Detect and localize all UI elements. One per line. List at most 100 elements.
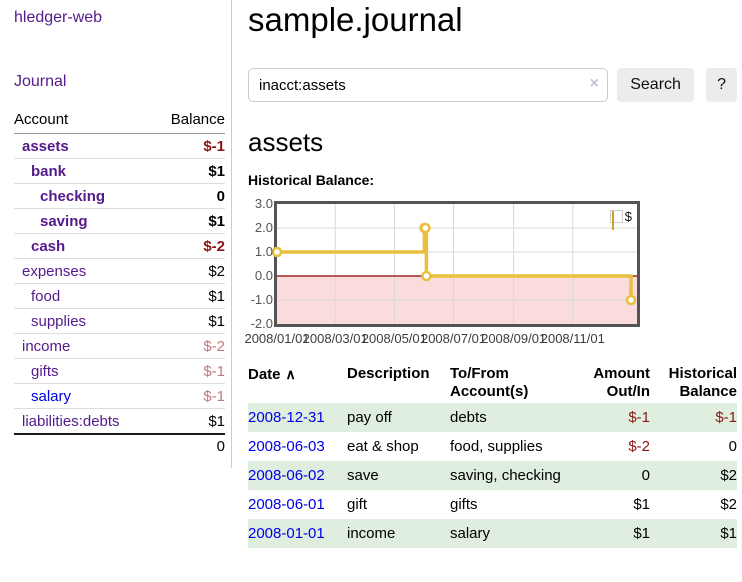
- search-button[interactable]: Search: [616, 68, 695, 102]
- account-link-expenses[interactable]: expenses: [22, 263, 87, 280]
- chart-plot-area[interactable]: $: [271, 201, 640, 327]
- transaction-description: gift: [347, 496, 368, 513]
- x-axis-tick-label: 2008/09/01: [481, 331, 547, 346]
- y-axis-tick-label: -1.0: [250, 292, 273, 307]
- transaction-date-link[interactable]: 2008-06-01: [248, 496, 325, 513]
- sidebar: hledger-web Journal Account Balance asse…: [0, 0, 232, 468]
- account-link-supplies[interactable]: supplies: [31, 313, 87, 330]
- transaction-date-link[interactable]: 2008-06-03: [248, 438, 325, 455]
- historical-balance-chart[interactable]: $ 3.0 2.0 1.0 0.0 -1.0 -2.0 2008/01/01 2008/03/…: [244, 196, 737, 347]
- account-link-saving[interactable]: saving: [40, 213, 88, 230]
- account-row: food $1: [14, 283, 225, 309]
- account-balance: $1: [153, 408, 225, 435]
- account-balance: $2: [153, 258, 225, 284]
- account-balance: $-2: [153, 333, 225, 359]
- account-link-checking[interactable]: checking: [40, 188, 106, 205]
- register-row: 2008-06-01 gift gifts $1 $2: [248, 490, 737, 519]
- account-link-salary[interactable]: salary: [31, 388, 72, 405]
- legend-color-swatch: [609, 210, 623, 230]
- legend-series-label: $: [624, 209, 632, 224]
- account-link-food[interactable]: food: [31, 288, 61, 305]
- account-row: gifts $-1: [14, 358, 225, 384]
- account-balance: $1: [153, 208, 225, 234]
- account-row: expenses $2: [14, 258, 225, 284]
- account-link-income[interactable]: income: [22, 338, 71, 355]
- account-row: assets $-1: [14, 133, 225, 159]
- transaction-description: eat & shop: [347, 438, 419, 455]
- transaction-date-link[interactable]: 2008-12-31: [248, 409, 325, 426]
- app-title-link[interactable]: hledger-web: [14, 9, 103, 26]
- register-header-amount-out-in: Amount Out/In: [593, 365, 650, 400]
- accounts-total-value: 0: [153, 433, 225, 458]
- chart-title: Historical Balance:: [248, 172, 375, 188]
- chart-legend: $: [609, 209, 632, 230]
- y-axis-tick-label: 1.0: [254, 244, 273, 259]
- y-axis-tick-label: 2.0: [254, 220, 273, 235]
- account-link-liabilities-debts[interactable]: liabilities:debts: [22, 413, 120, 430]
- accounts-table: Account Balance assets $-1 bank $1 checking 0…: [14, 107, 225, 458]
- transaction-amount: $1: [633, 496, 650, 513]
- account-balance: $1: [153, 308, 225, 334]
- account-balance: $1: [153, 283, 225, 309]
- clear-search-icon[interactable]: ×: [589, 75, 599, 92]
- transaction-amount: $-2: [628, 438, 650, 455]
- account-link-bank[interactable]: bank: [31, 163, 67, 180]
- transaction-amount: $-1: [628, 409, 650, 426]
- register-header-to-from-account-s-: To/From Account(s): [450, 365, 529, 400]
- account-balance: $1: [153, 158, 225, 184]
- account-balance: $-1: [153, 358, 225, 384]
- transaction-accounts: debts: [450, 409, 487, 426]
- transaction-date-link[interactable]: 2008-06-02: [248, 467, 325, 484]
- sort-ascending-icon: ∧: [285, 366, 296, 382]
- transaction-balance: $2: [720, 496, 737, 513]
- register-header-date[interactable]: Date ∧: [248, 366, 296, 383]
- main-content: sample.journal × Search ? assets Histori…: [244, 0, 737, 548]
- register-row: 2008-01-01 income salary $1 $1: [248, 519, 737, 548]
- account-row: checking 0: [14, 183, 225, 209]
- search-input[interactable]: [248, 68, 608, 102]
- x-axis-tick-label: 2008/01/01: [244, 331, 310, 346]
- accounts-header-account: Account: [14, 107, 154, 134]
- x-axis-tick-label: 2008/05/01: [361, 331, 427, 346]
- transaction-accounts: salary: [450, 525, 491, 542]
- y-axis-tick-label: 0.0: [254, 268, 273, 283]
- account-link-gifts[interactable]: gifts: [31, 363, 59, 380]
- transaction-description: save: [347, 467, 379, 484]
- accounts-total-row: 0: [14, 433, 225, 458]
- register-header-description: Description: [347, 365, 430, 382]
- y-axis-tick-label: 3.0: [254, 196, 273, 211]
- account-heading: assets: [248, 127, 324, 157]
- transaction-balance: $1: [720, 525, 737, 542]
- account-link-cash[interactable]: cash: [31, 238, 66, 255]
- transaction-amount: $1: [633, 525, 650, 542]
- transaction-balance: $-1: [715, 409, 737, 426]
- account-row: salary $-1: [14, 383, 225, 409]
- transaction-accounts: saving, checking: [450, 467, 561, 484]
- help-button[interactable]: ?: [706, 68, 737, 102]
- transaction-balance: 0: [728, 438, 737, 455]
- account-balance: $-1: [153, 383, 225, 409]
- transaction-balance: $2: [720, 467, 737, 484]
- account-link-assets[interactable]: assets: [22, 138, 69, 155]
- account-row: saving $1: [14, 208, 225, 234]
- account-row: liabilities:debts $1: [14, 408, 225, 435]
- accounts-header-balance: Balance: [153, 107, 225, 134]
- nav-journal-link[interactable]: Journal: [14, 73, 67, 90]
- register-row: 2008-06-03 eat & shop food, supplies $-2 0: [248, 432, 737, 461]
- account-row: bank $1: [14, 158, 225, 184]
- x-axis-tick-label: 2008/03/01: [302, 331, 368, 346]
- account-row: cash $-2: [14, 233, 225, 259]
- account-row: supplies $1: [14, 308, 225, 334]
- register-row: 2008-06-02 save saving, checking 0 $2: [248, 461, 737, 490]
- account-row: income $-2: [14, 333, 225, 359]
- account-balance: 0: [153, 183, 225, 209]
- transaction-date-link[interactable]: 2008-01-01: [248, 525, 325, 542]
- search-bar: × Search ?: [248, 68, 737, 102]
- y-axis-tick-label: -2.0: [250, 316, 273, 331]
- page-title: sample.journal: [248, 1, 463, 38]
- transaction-description: income: [347, 525, 396, 542]
- register-row: 2008-12-31 pay off debts $-1 $-1: [248, 403, 737, 432]
- chart-canvas[interactable]: [271, 204, 637, 324]
- x-axis-tick-label: 2008/11/01: [540, 331, 605, 346]
- transaction-description: pay off: [347, 409, 392, 426]
